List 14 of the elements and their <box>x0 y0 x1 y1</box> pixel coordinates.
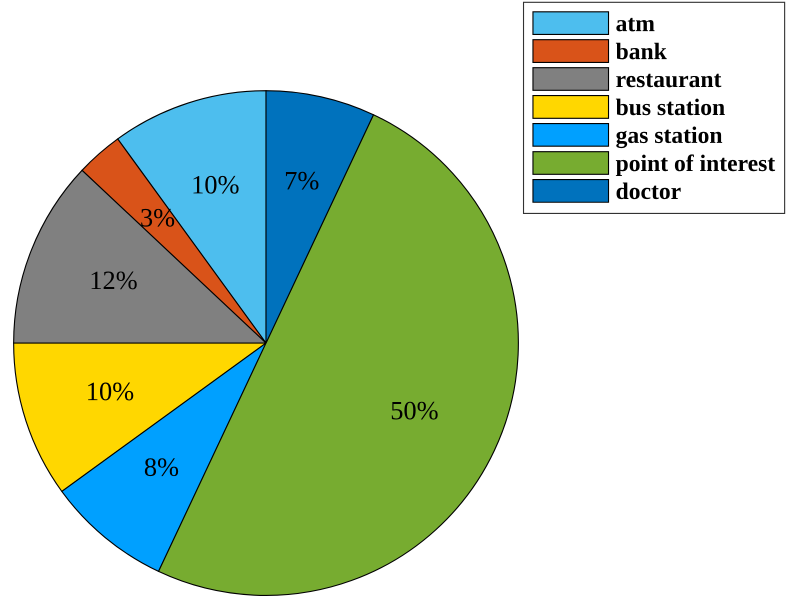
data-label: 10% <box>88 382 134 400</box>
legend-label: doctor <box>616 182 681 200</box>
legend-label: atm <box>616 18 655 32</box>
legend-label: restaurant <box>616 74 722 88</box>
legend-label: point of interest <box>616 154 776 176</box>
legend-label: bus station <box>616 98 725 116</box>
data-label: 7% <box>286 172 318 190</box>
data-label: 8% <box>144 458 178 476</box>
data-label: 3% <box>141 208 174 227</box>
data-label: 10% <box>193 176 239 194</box>
data-label: 12% <box>92 271 137 290</box>
legend-label: gas station <box>616 126 722 148</box>
data-label: 50% <box>392 402 438 420</box>
legend-label: bank <box>616 42 667 60</box>
